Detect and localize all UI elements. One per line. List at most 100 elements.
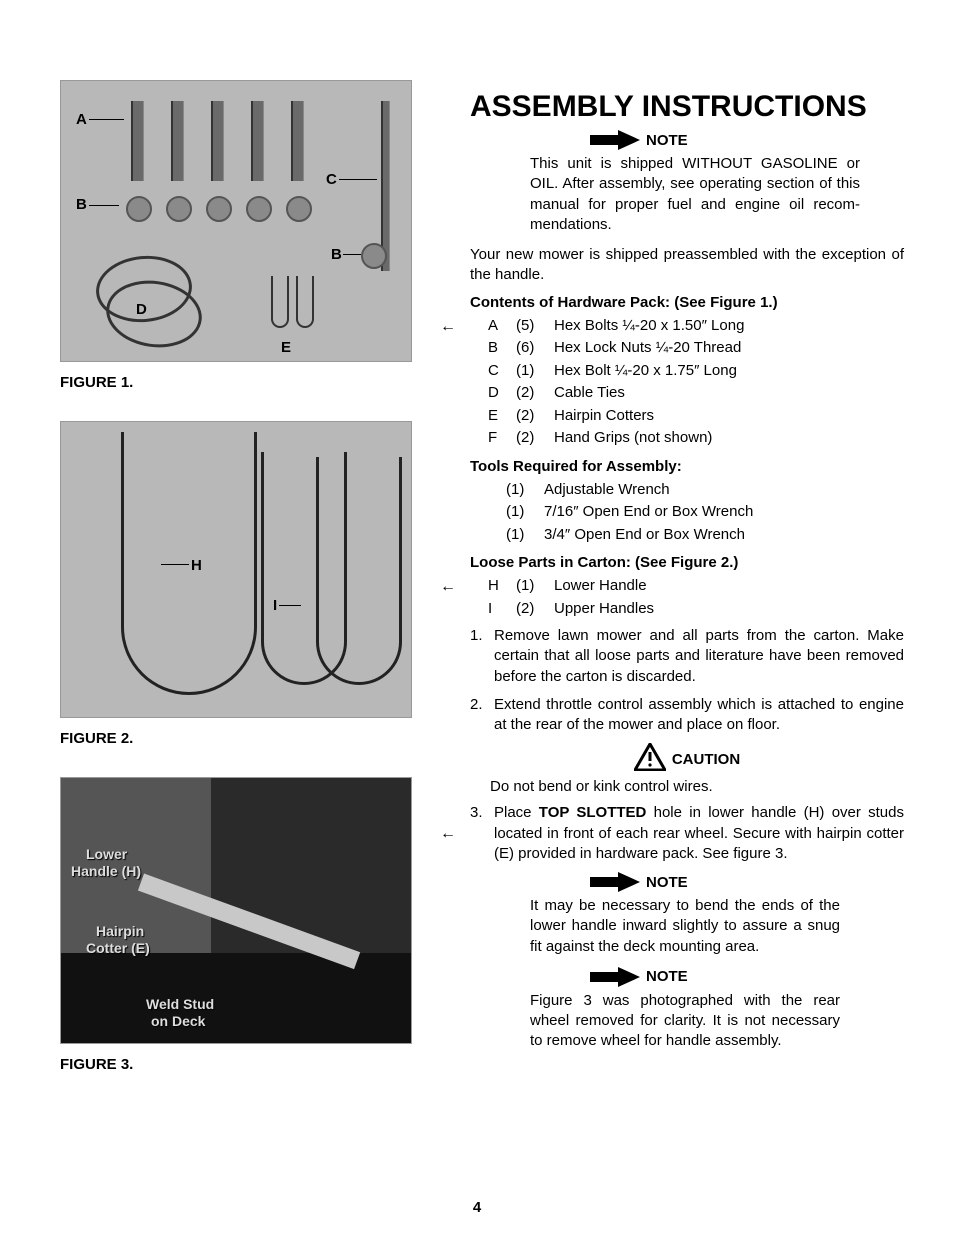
hw-label: F	[488, 427, 506, 450]
figure-2-image: H I	[60, 421, 412, 718]
fig2-label-h: H	[191, 557, 202, 574]
fig3-label-deck: on Deck	[151, 1013, 205, 1029]
arrow-right-icon	[590, 967, 640, 987]
note-3-header: NOTE	[590, 967, 904, 987]
fig2-label-i: I	[273, 597, 277, 614]
loose-list: ← H(1)Lower HandleI(2)Upper Handles	[470, 575, 904, 620]
hardware-list: ← A(5)Hex Bolts ¼-20 x 1.50″ LongB(6)Hex…	[470, 315, 904, 450]
note-1-header: NOTE	[590, 130, 904, 150]
step-text: Remove lawn mower and all parts from the…	[494, 626, 904, 687]
fig3-label-weld: Weld Stud	[146, 996, 214, 1012]
hw-label: B	[488, 337, 506, 360]
step-3: ← 3. Place TOP SLOTTED hole in lower han…	[470, 803, 904, 864]
loose-qty: (1)	[516, 575, 544, 598]
loose-desc: Upper Handles	[554, 598, 904, 621]
intro-paragraph: Your new mower is shipped preassembled w…	[470, 245, 904, 286]
arrow-right-icon	[590, 130, 640, 150]
hw-label: D	[488, 382, 506, 405]
figure-1-image: A B C B D E	[60, 80, 412, 362]
fig1-label-a: A	[76, 111, 87, 128]
hardware-row: A (5) Hex Bolts ¼-20 x 1.50″ Long	[488, 315, 904, 338]
hardware-row: D (2) Cable Ties	[488, 382, 904, 405]
hardware-row: C (1) Hex Bolt ¼-20 x 1.75″ Long	[488, 360, 904, 383]
hw-label: A	[488, 315, 506, 338]
caution-label: CAUTION	[672, 751, 740, 768]
tool-desc: 3/4″ Open End or Box Wrench	[544, 524, 904, 547]
step-number: 2.	[470, 695, 486, 736]
hardware-row: B (6) Hex Lock Nuts ¼-20 Thread	[488, 337, 904, 360]
hw-qty: (2)	[516, 427, 544, 450]
fig1-label-e: E	[281, 339, 291, 356]
hardware-row: E(2)Hairpin Cotters	[488, 405, 904, 428]
note-3-body: Figure 3 was photographed with the rear …	[530, 991, 840, 1052]
hw-desc: Hex Bolt ¼-20 x 1.75″ Long	[554, 360, 904, 383]
hw-label: C	[488, 360, 506, 383]
page-number: 4	[473, 1199, 481, 1216]
figure-3-caption: FIGURE 3.	[60, 1056, 430, 1073]
figure-2-caption: FIGURE 2.	[60, 730, 430, 747]
fig1-label-b2: B	[331, 246, 342, 263]
note-label: NOTE	[646, 874, 688, 891]
tool-desc: Adjustable Wrench	[544, 479, 904, 502]
fig1-label-c: C	[326, 171, 337, 188]
hardware-row: F (2) Hand Grips (not shown)	[488, 427, 904, 450]
lead-arrow-icon: ←	[440, 823, 456, 845]
tool-qty: (1)	[506, 501, 534, 524]
fig3-label-cotter: Cotter (E)	[86, 940, 150, 956]
hw-desc: Hand Grips (not shown)	[554, 427, 904, 450]
figure-1: A B C B D E FIGURE 1.	[60, 80, 430, 391]
step-text: Extend throttle control assembly which i…	[494, 695, 904, 736]
fig1-label-b: B	[76, 196, 87, 213]
hw-label: E	[488, 405, 506, 428]
tool-qty: (1)	[506, 479, 534, 502]
tool-row: (1) Adjustable Wrench	[506, 479, 904, 502]
note-label: NOTE	[646, 968, 688, 985]
fig3-label-handle: Handle (H)	[71, 863, 141, 879]
figure-3-image: Lower Handle (H) Hairpin Cotter (E) Weld…	[60, 777, 412, 1044]
hw-qty: (2)	[516, 382, 544, 405]
steps-list: 1.Remove lawn mower and all parts from t…	[470, 626, 904, 735]
step-text: Place TOP SLOTTED hole in lower handle (…	[494, 803, 904, 864]
figures-column: A B C B D E FIGURE 1. H I	[60, 80, 430, 1216]
hw-qty: (6)	[516, 337, 544, 360]
caution-header: CAUTION	[470, 743, 904, 776]
hw-desc: Hex Lock Nuts ¼-20 Thread	[554, 337, 904, 360]
tool-row: (1) 3/4″ Open End or Box Wrench	[506, 524, 904, 547]
loose-label: H	[488, 575, 506, 598]
tool-qty: (1)	[506, 524, 534, 547]
tools-list: (1) Adjustable Wrench (1) 7/16″ Open End or…	[470, 479, 904, 547]
arrow-right-icon	[590, 872, 640, 892]
lead-arrow-icon: ←	[440, 575, 456, 599]
step-number: 3.	[470, 803, 486, 864]
note-2-body: It may be necessary to bend the ends of …	[530, 896, 840, 957]
loose-heading: Loose Parts in Carton: (See Figure 2.)	[470, 554, 904, 571]
note-label: NOTE	[646, 132, 688, 149]
hw-desc: Hairpin Cotters	[554, 405, 904, 428]
figure-3: Lower Handle (H) Hairpin Cotter (E) Weld…	[60, 777, 430, 1073]
fig3-label-hairpin: Hairpin	[96, 923, 144, 939]
lead-arrow-icon: ←	[440, 315, 456, 339]
loose-row: H (1) Lower Handle	[488, 575, 904, 598]
figure-1-caption: FIGURE 1.	[60, 374, 430, 391]
caution-body: Do not bend or kink control wires.	[490, 778, 904, 795]
figure-2: H I FIGURE 2.	[60, 421, 430, 747]
hw-qty: (5)	[516, 315, 544, 338]
loose-qty: (2)	[516, 598, 544, 621]
step-row: 2.Extend throttle control assembly which…	[470, 695, 904, 736]
contents-heading: Contents of Hardware Pack: (See Figure 1…	[470, 294, 904, 311]
step-number: 1.	[470, 626, 486, 687]
loose-label: I	[488, 598, 506, 621]
hw-qty: (1)	[516, 360, 544, 383]
loose-desc: Lower Handle	[554, 575, 904, 598]
hw-desc: Hex Bolts ¼-20 x 1.50″ Long	[554, 315, 904, 338]
tool-row: (1) 7/16″ Open End or Box Wrench	[506, 501, 904, 524]
fig1-label-d: D	[136, 301, 147, 318]
page-title: ASSEMBLY INSTRUCTIONS	[470, 90, 904, 124]
hw-desc: Cable Ties	[554, 382, 904, 405]
note-2-header: NOTE	[590, 872, 904, 892]
text-column: ASSEMBLY INSTRUCTIONS NOTE This unit is …	[470, 80, 904, 1216]
fig3-label-lower: Lower	[86, 846, 127, 862]
tool-desc: 7/16″ Open End or Box Wrench	[544, 501, 904, 524]
loose-row: I (2) Upper Handles	[488, 598, 904, 621]
tools-heading: Tools Required for Assembly:	[470, 458, 904, 475]
